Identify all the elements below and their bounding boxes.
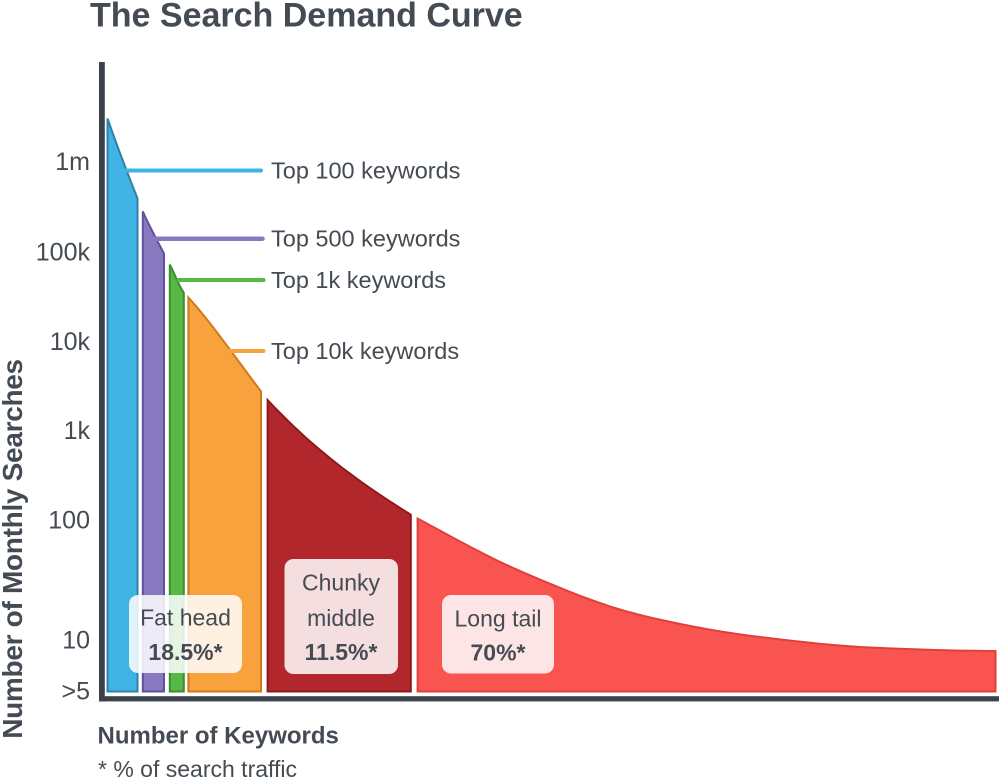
svg-text:10: 10 <box>62 626 90 654</box>
svg-text:Fat head: Fat head <box>140 605 231 631</box>
svg-text:11.5%*: 11.5%* <box>305 639 378 665</box>
svg-text:Top 10k keywords: Top 10k keywords <box>271 338 459 364</box>
svg-text:70%*: 70%* <box>471 639 526 665</box>
svg-text:1k: 1k <box>64 417 91 445</box>
svg-text:Top 100 keywords: Top 100 keywords <box>271 158 460 184</box>
svg-text:The Search Demand Curve: The Search Demand Curve <box>90 0 523 35</box>
svg-text:Long tail: Long tail <box>455 606 542 632</box>
svg-text:* % of search traffic: * % of search traffic <box>98 756 297 780</box>
svg-text:Number of Keywords: Number of Keywords <box>98 723 339 750</box>
svg-text:Number of Monthly Searches: Number of Monthly Searches <box>0 359 28 739</box>
svg-text:>5: >5 <box>61 678 90 706</box>
svg-text:middle: middle <box>307 605 375 631</box>
svg-text:Top 1k keywords: Top 1k keywords <box>271 267 446 293</box>
svg-text:100k: 100k <box>36 239 91 267</box>
svg-text:100: 100 <box>48 506 90 534</box>
svg-text:18.5%*: 18.5%* <box>148 639 222 665</box>
svg-text:Chunky: Chunky <box>302 570 380 596</box>
svg-text:1m: 1m <box>55 148 90 176</box>
svg-text:10k: 10k <box>50 328 91 356</box>
svg-text:Top 500 keywords: Top 500 keywords <box>271 226 460 252</box>
